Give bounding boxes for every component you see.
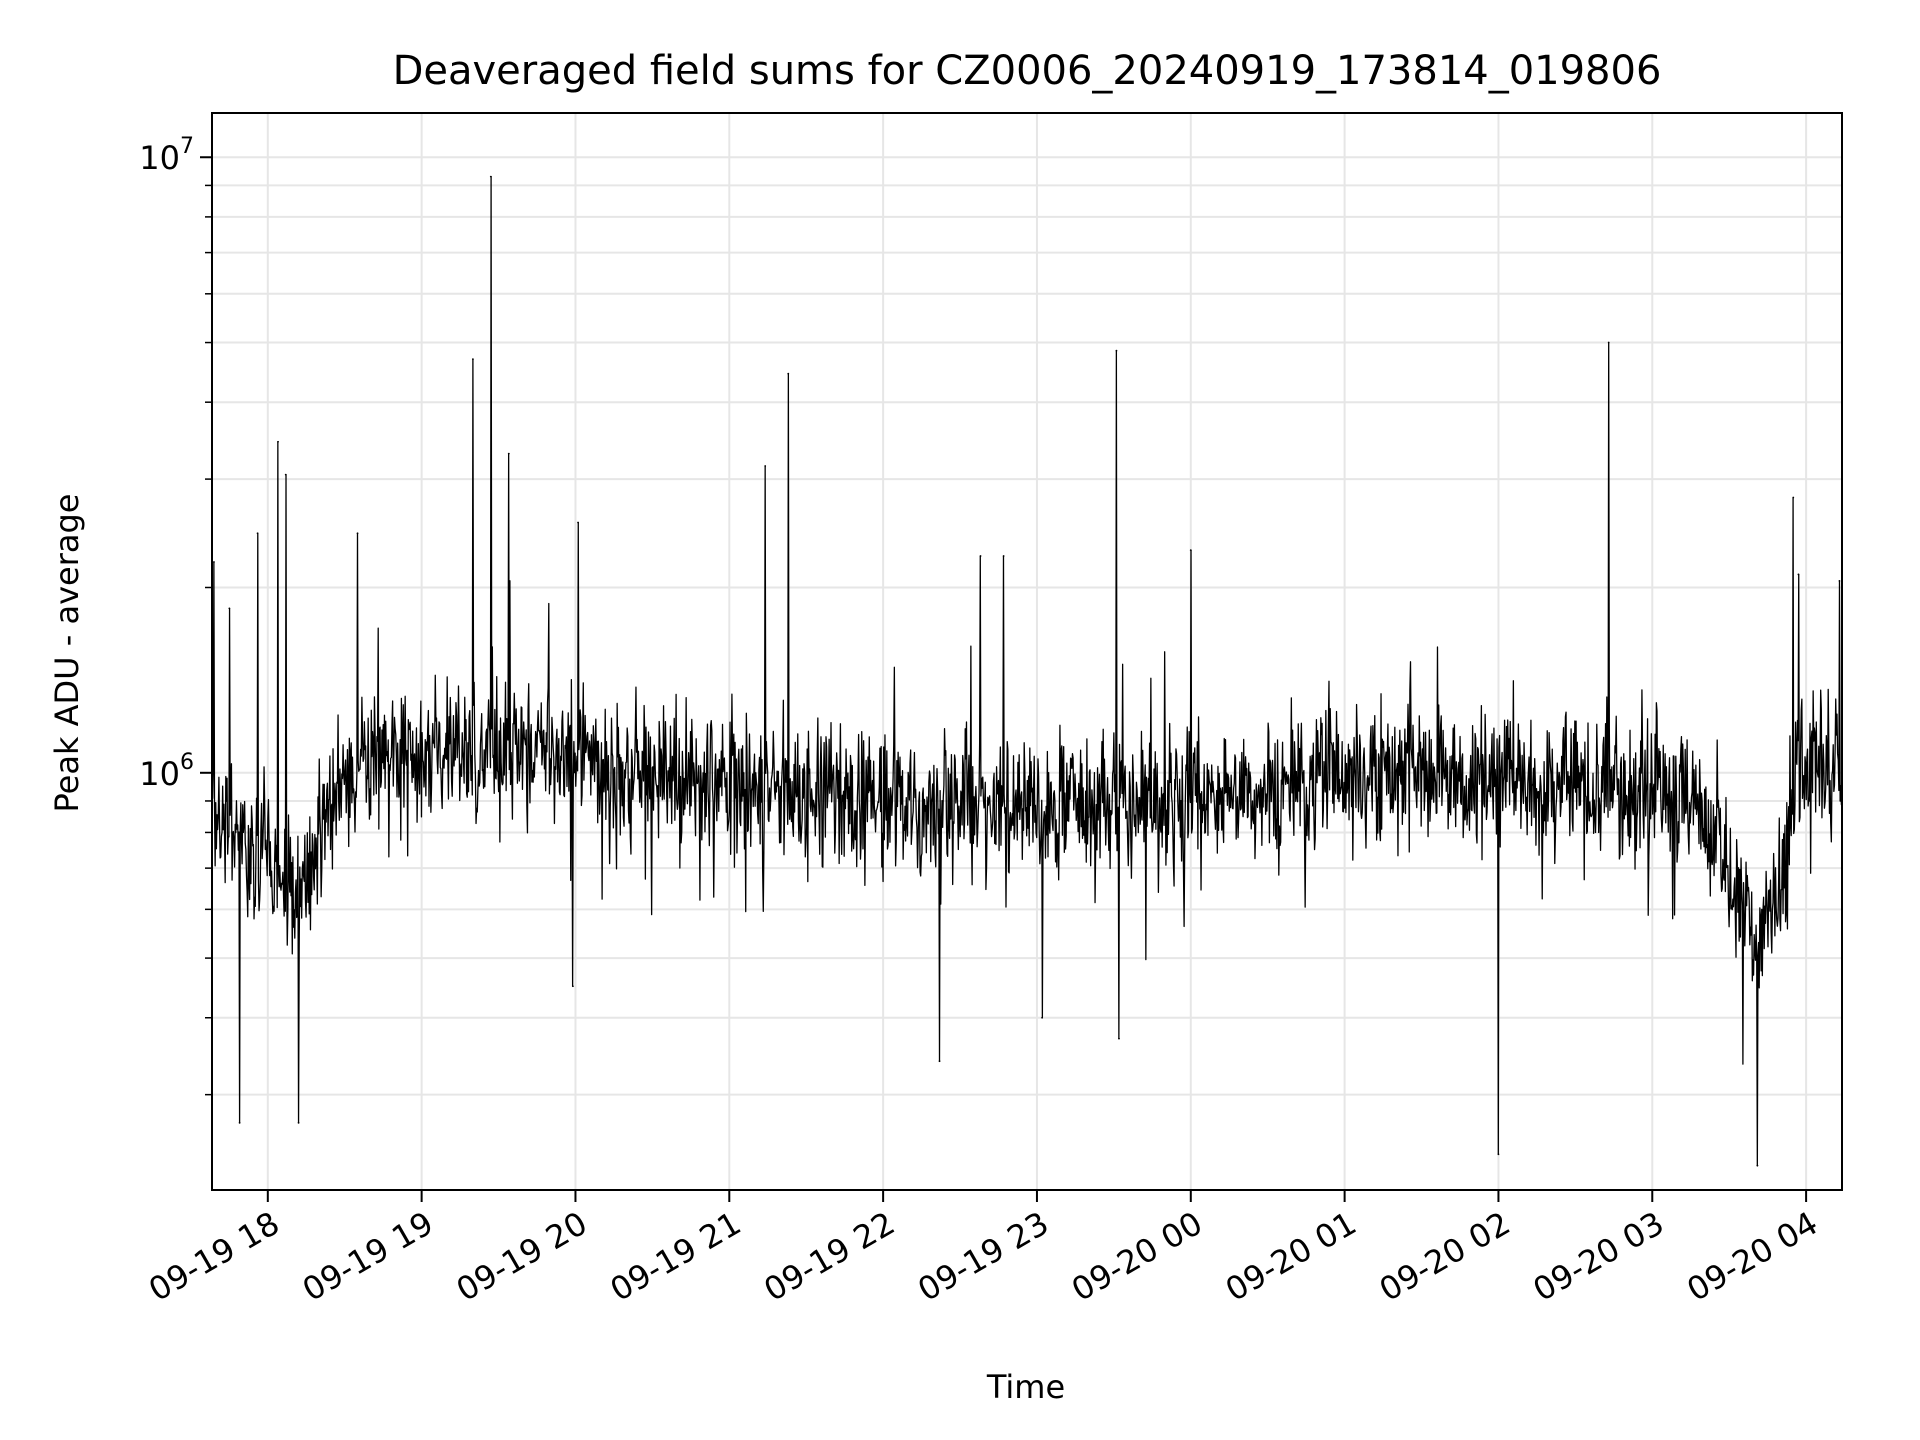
spike-point <box>297 1121 300 1124</box>
spike-point <box>238 1121 241 1124</box>
spike-point <box>1607 341 1610 344</box>
spike-point <box>1838 579 1841 582</box>
x-axis-label: Time <box>986 1368 1065 1406</box>
spike-point <box>979 555 982 557</box>
spike-point <box>577 521 579 524</box>
spike-point <box>1756 1164 1759 1167</box>
chart-title: Deaveraged field sums for CZ0006_2024091… <box>393 48 1662 94</box>
spike-point <box>1002 555 1005 557</box>
spike-point <box>472 358 474 360</box>
spike-point <box>228 607 231 610</box>
spike-point <box>938 1060 941 1063</box>
spike-point <box>277 440 279 443</box>
spike-point <box>256 532 259 535</box>
spike-point <box>1189 549 1192 552</box>
spike-point <box>764 465 767 467</box>
spike-point <box>284 473 287 476</box>
spike-point <box>572 985 574 988</box>
spike-point <box>1118 1037 1120 1040</box>
spike-point <box>356 532 359 535</box>
spike-point <box>1041 1016 1043 1019</box>
spike-point <box>1792 496 1795 499</box>
spike-point <box>787 372 790 375</box>
spike-point <box>1115 349 1118 352</box>
y-tick-label: 107 <box>139 134 194 177</box>
y-axis-label: Peak ADU - average <box>48 494 86 813</box>
series-line <box>211 176 1843 1167</box>
spike-point <box>489 175 492 178</box>
grid <box>212 113 1842 1190</box>
series-layer <box>211 175 1843 1167</box>
spike-point <box>213 561 215 563</box>
spike-point <box>507 452 510 455</box>
y-axis: 106 107 <box>139 134 212 1096</box>
spike-point <box>1797 573 1800 576</box>
spike-point <box>1497 1153 1500 1156</box>
plot-frame <box>211 112 1843 1191</box>
y-tick-label: 106 <box>139 750 194 793</box>
